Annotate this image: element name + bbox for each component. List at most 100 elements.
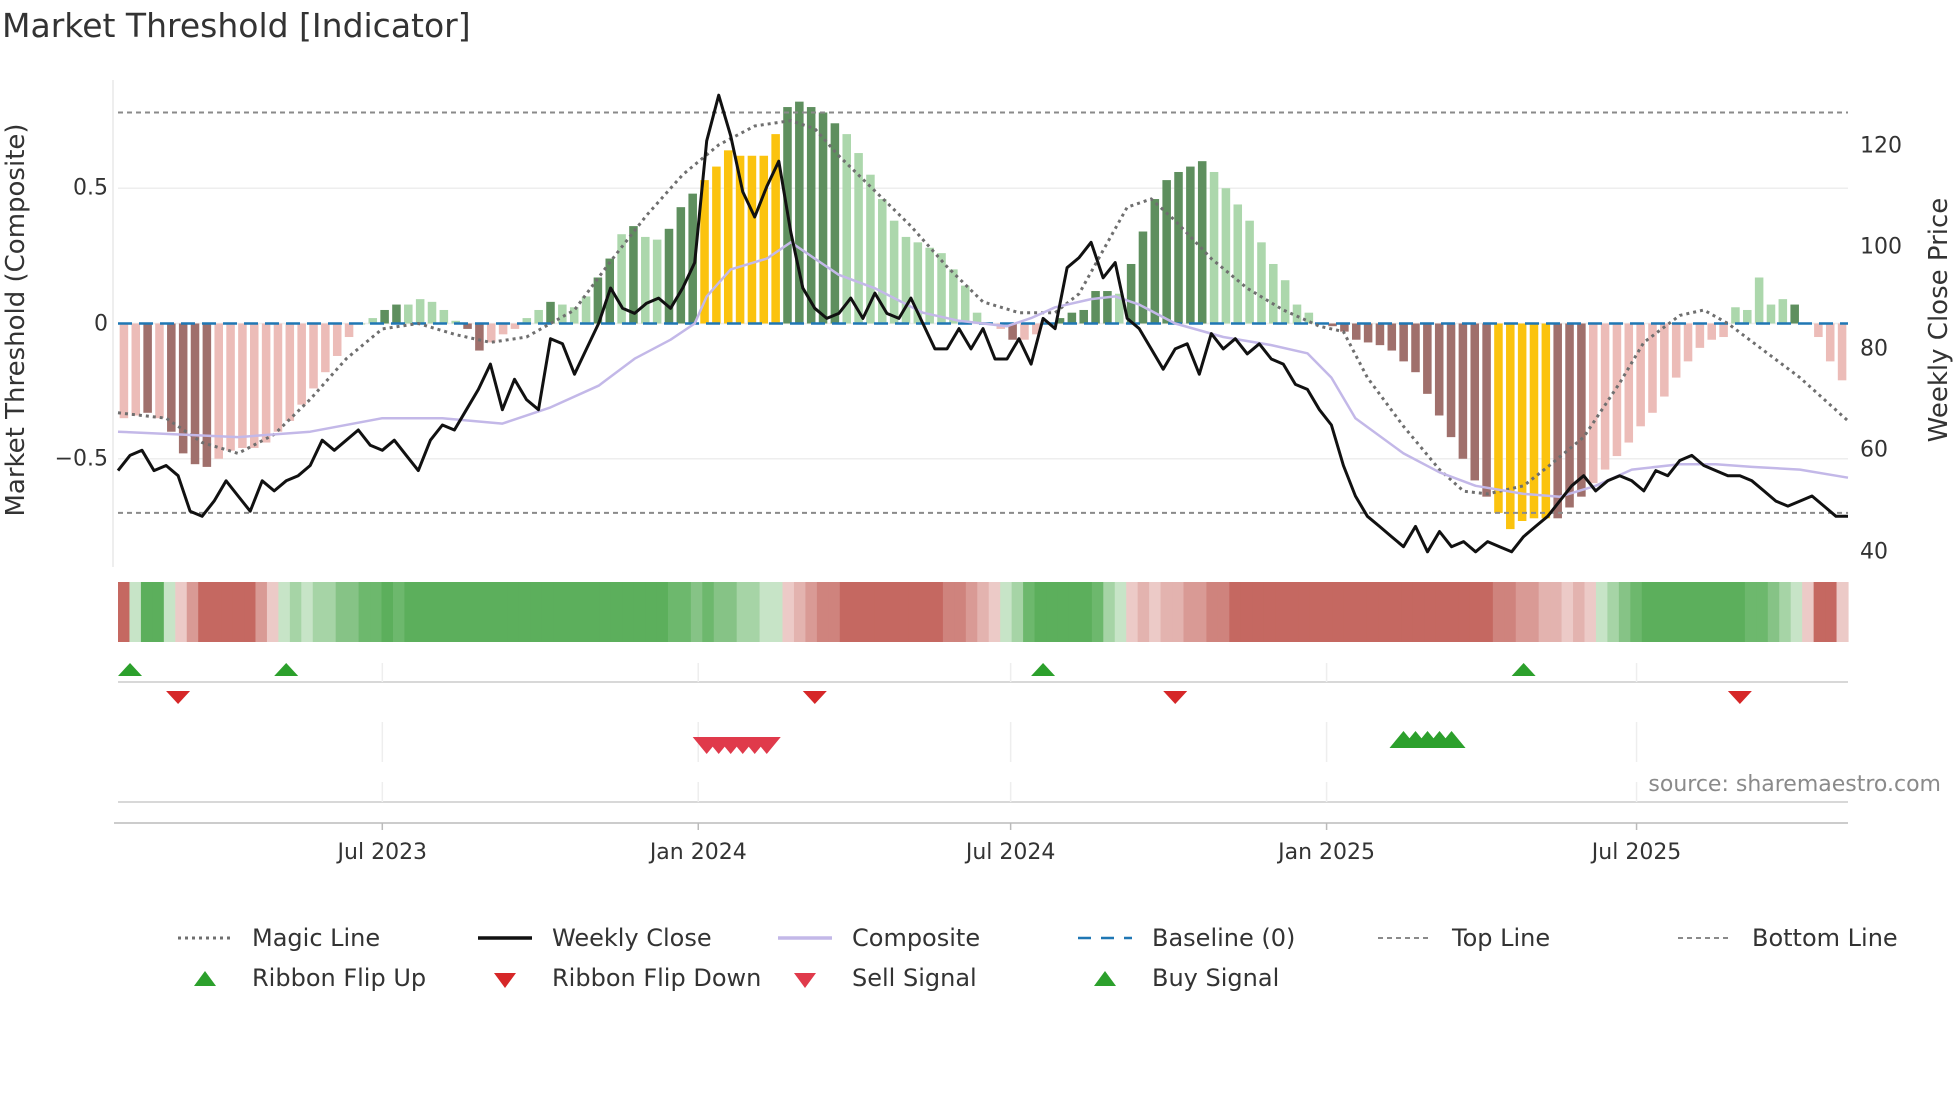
histogram-bar <box>1624 323 1634 443</box>
source-text: source: sharemaestro.com <box>1648 772 1941 797</box>
histogram-bar <box>321 323 330 373</box>
ribbon-cell <box>1550 582 1563 642</box>
histogram-bar <box>1600 323 1610 470</box>
histogram-bar <box>131 323 141 416</box>
ribbon-cell <box>736 582 749 642</box>
legend-symbol-icon <box>170 965 240 991</box>
ribbon-cell <box>496 582 509 642</box>
histogram-bar <box>546 301 555 324</box>
ribbon-cell <box>1435 582 1448 642</box>
ribbon-cell <box>1080 582 1093 642</box>
histogram-bar <box>641 236 650 324</box>
ribbon-cell <box>518 582 532 642</box>
histogram-bar <box>972 312 982 324</box>
histogram-bar <box>1008 323 1017 340</box>
left-tick-label: 0 <box>94 311 108 336</box>
histogram-bar <box>1375 323 1385 346</box>
histogram-bar <box>1055 318 1065 324</box>
ribbon-cell <box>140 582 153 642</box>
histogram-bar <box>1091 291 1100 324</box>
ribbon-cell <box>129 582 142 642</box>
histogram-layer <box>119 101 1847 530</box>
histogram-bar <box>250 323 259 448</box>
ribbon-cell <box>851 582 864 642</box>
histogram-bar <box>795 101 804 324</box>
ribbon-cell <box>988 582 1001 642</box>
ribbon-cell <box>324 582 337 642</box>
ribbon-cell <box>553 582 566 642</box>
histogram-bar <box>1671 323 1681 378</box>
left-tick-label: 0.5 <box>73 175 108 201</box>
histogram-bar <box>1174 171 1183 324</box>
ribbon-cell <box>1721 582 1735 642</box>
ribbon-cell <box>771 582 784 642</box>
ribbon-cell <box>622 582 635 642</box>
right-tick-label: 100 <box>1860 234 1902 260</box>
histogram-bar <box>913 242 923 324</box>
ribbon-cell <box>358 582 371 642</box>
histogram-bar <box>735 155 745 324</box>
histogram-bar <box>889 220 899 324</box>
left-axis-label: Market Threshold (Composite) <box>1 123 31 517</box>
ribbon-cell <box>816 582 829 642</box>
histogram-bar <box>1186 166 1195 324</box>
histogram-bar <box>866 174 875 324</box>
histogram-bar <box>155 323 164 419</box>
histogram-bar <box>261 323 271 443</box>
legend-label: Ribbon Flip Down <box>552 964 762 992</box>
ribbon-cell <box>1068 582 1081 642</box>
x-tick-label: Jul 2023 <box>337 840 428 865</box>
ribbon-cell <box>1401 582 1414 642</box>
histogram-bar <box>463 323 472 329</box>
ribbon-cell <box>232 582 245 642</box>
ribbon-cell <box>278 582 291 642</box>
histogram-bar <box>759 155 769 324</box>
ribbon-cell <box>1355 582 1368 642</box>
histogram-bar <box>1304 312 1314 324</box>
ribbon-cell <box>186 582 199 642</box>
histogram-bar <box>1506 323 1515 530</box>
ribbon-cell <box>1126 582 1139 642</box>
legend-item: Magic Line <box>170 924 470 952</box>
ribbon-cell <box>1286 582 1299 642</box>
histogram-bar <box>1612 323 1622 457</box>
ribbon-cell <box>1458 582 1471 642</box>
ribbon-cell <box>370 582 383 642</box>
histogram-bar <box>451 320 460 324</box>
ribbon-cell <box>1412 582 1425 642</box>
ribbon-cell <box>404 582 417 642</box>
ribbon-cell <box>1538 582 1551 642</box>
ribbon-cell <box>874 582 887 642</box>
histogram-bar <box>1032 323 1041 335</box>
ribbon-cell <box>1320 582 1334 642</box>
histogram-bar <box>1588 323 1598 484</box>
ribbon-cell <box>1699 582 1712 642</box>
ribbon-cell <box>1275 582 1288 642</box>
histogram-bar <box>1790 304 1799 324</box>
ribbon-cell <box>1469 582 1482 642</box>
histogram-bar <box>439 309 449 324</box>
ribbon-cell <box>1298 582 1311 642</box>
ribbon-cell <box>1813 582 1826 642</box>
ribbon-cell <box>1802 582 1815 642</box>
ribbon-cell <box>725 582 738 642</box>
histogram-bar <box>1257 242 1266 324</box>
ribbon-cell <box>1836 582 1849 642</box>
x-tick-label: Jan 2024 <box>649 840 747 865</box>
ribbon-cell <box>221 582 234 642</box>
ribbon-cell <box>805 582 818 642</box>
signals-layer <box>114 663 1848 830</box>
ribbon-cell <box>1664 582 1677 642</box>
histogram-bar <box>1233 204 1243 324</box>
ribbon-cell <box>1481 582 1494 642</box>
ribbon-cell <box>1309 582 1322 642</box>
legend-symbol-icon <box>1070 925 1140 951</box>
ribbon-cell <box>1023 582 1036 642</box>
ribbon-cell <box>931 582 944 642</box>
ribbon-cell <box>118 582 131 642</box>
legend-symbol-icon <box>470 965 540 991</box>
histogram-bar <box>1731 307 1740 324</box>
ribbon-cell <box>1263 582 1276 642</box>
histogram-bar <box>1565 323 1574 508</box>
histogram-bar <box>1020 323 1029 340</box>
